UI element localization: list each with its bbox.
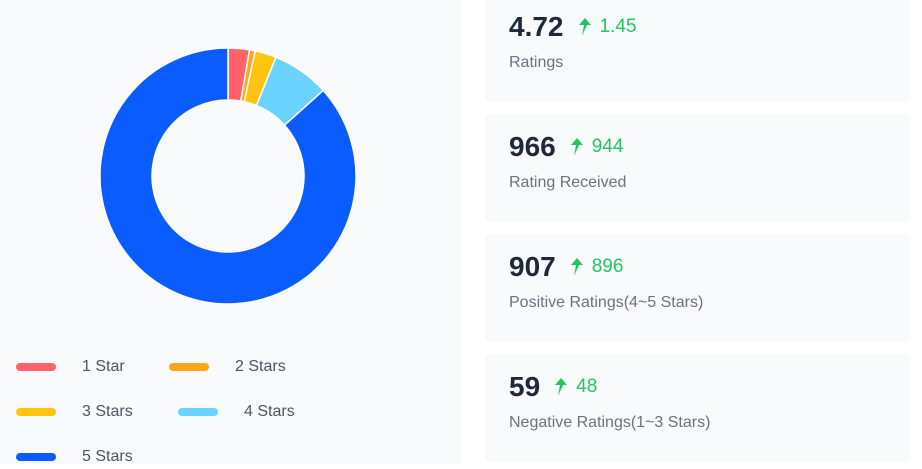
card-metric: 4.72 1.45 [509,8,636,46]
legend-item-5-stars[interactable]: 5 Stars [16,445,133,469]
stat-card-ratings: 4.72 1.45 Ratings [485,0,910,102]
legend-label: 1 Star [82,358,125,375]
legend-label: 2 Stars [235,358,286,375]
card-label: Rating Received [509,174,627,191]
stat-card-negative-ratings: 59 48 Negative Ratings(1~3 Stars) [485,354,910,462]
rating-distribution-panel: 1 Star 2 Stars 3 Stars 4 Stars 5 Stars [0,0,461,465]
card-value: 59 [509,371,541,402]
card-metric: 907 896 [509,248,623,286]
donut-slice-5-stars[interactable] [99,47,357,305]
card-label: Negative Ratings(1~3 Stars) [509,414,711,431]
legend-item-1-star[interactable]: 1 Star [16,355,125,379]
rating-stats-panel: 4.72 1.45 Ratings 966 944 Rating Receive… [461,0,922,464]
card-metric: 59 48 [509,368,597,406]
legend-label: 5 Stars [82,448,133,465]
legend-swatch [16,363,56,371]
legend-swatch [16,453,56,461]
rating-donut-chart [99,47,357,305]
card-delta: 896 [591,256,624,277]
legend-item-3-stars[interactable]: 3 Stars [16,400,133,424]
card-label: Positive Ratings(4~5 Stars) [509,294,704,311]
legend-swatch [169,363,209,371]
stat-card-rating-received: 966 944 Rating Received [485,114,910,222]
arrow-up-icon [555,378,568,396]
arrow-up-icon [578,18,591,36]
card-value: 4.72 [509,11,564,42]
stat-card-positive-ratings: 907 896 Positive Ratings(4~5 Stars) [485,234,910,342]
legend-swatch [178,408,218,416]
card-delta: 944 [591,136,624,157]
card-label: Ratings [509,54,564,71]
legend-item-2-stars[interactable]: 2 Stars [169,355,286,379]
legend-label: 4 Stars [244,403,295,420]
legend-label: 3 Stars [82,403,133,420]
card-value: 907 [509,251,556,282]
arrow-up-icon [570,258,583,276]
card-delta: 48 [576,376,598,397]
card-metric: 966 944 [509,128,623,166]
arrow-up-icon [570,138,583,156]
legend-swatch [16,408,56,416]
legend-item-4-stars[interactable]: 4 Stars [178,400,295,424]
card-value: 966 [509,131,556,162]
card-delta: 1.45 [599,16,637,37]
